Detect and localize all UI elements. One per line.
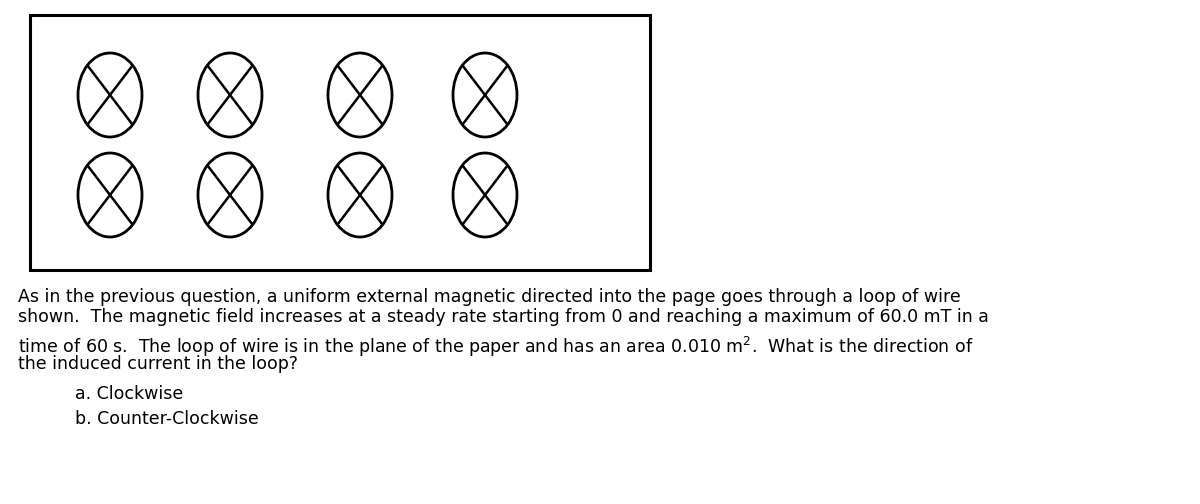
Text: b. Counter-Clockwise: b. Counter-Clockwise	[74, 410, 259, 428]
Text: the induced current in the loop?: the induced current in the loop?	[18, 355, 298, 373]
Ellipse shape	[78, 153, 142, 237]
Text: a. Clockwise: a. Clockwise	[74, 385, 184, 403]
Ellipse shape	[454, 53, 517, 137]
Text: As in the previous question, a uniform external magnetic directed into the page : As in the previous question, a uniform e…	[18, 288, 961, 306]
Ellipse shape	[328, 53, 392, 137]
Ellipse shape	[198, 53, 262, 137]
Ellipse shape	[78, 53, 142, 137]
Text: time of 60 s.  The loop of wire is in the plane of the paper and has an area 0.0: time of 60 s. The loop of wire is in the…	[18, 335, 973, 359]
Bar	[30, 15, 650, 270]
Text: shown.  The magnetic field increases at a steady rate starting from 0 and reachi: shown. The magnetic field increases at a…	[18, 308, 989, 326]
Ellipse shape	[454, 153, 517, 237]
Ellipse shape	[198, 153, 262, 237]
Ellipse shape	[328, 153, 392, 237]
